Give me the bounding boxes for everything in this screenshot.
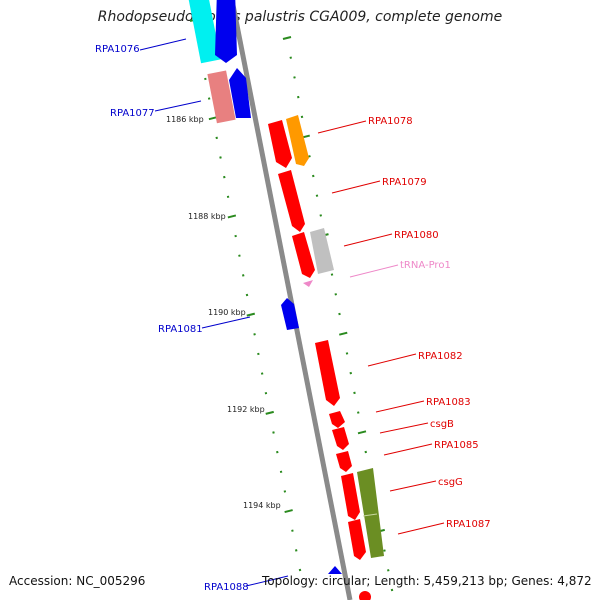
kbp-label: 1194 kbp — [243, 501, 281, 510]
major-tick — [208, 116, 218, 121]
minor-tick — [345, 352, 349, 355]
minor-tick — [383, 549, 386, 552]
minor-tick — [289, 56, 292, 59]
minor-tick — [308, 155, 311, 158]
label-rpa1076[interactable]: RPA1076 — [95, 44, 140, 55]
leader-lines — [139, 38, 445, 587]
major-tick — [246, 312, 256, 317]
label-rpa1079[interactable]: RPA1079 — [382, 177, 427, 188]
genome-backbone — [229, 0, 353, 600]
major-tick — [284, 509, 293, 514]
major-tick — [265, 410, 274, 415]
topology-text: Topology: circular; Length: 5,459,213 bp… — [262, 574, 592, 588]
kbp-label: 1190 kbp — [208, 308, 246, 317]
minor-tick — [272, 431, 275, 434]
gene-csgg-olive[interactable] — [357, 468, 384, 558]
minor-tick — [253, 333, 256, 336]
minor-tick — [315, 194, 319, 197]
kbp-label: 1188 kbp — [188, 212, 226, 221]
label-rpa1082[interactable]: RPA1082 — [418, 351, 463, 362]
gene-bottom-red[interactable] — [359, 591, 371, 600]
gene-rpa1087-red[interactable] — [348, 519, 366, 560]
minor-tick — [234, 234, 237, 238]
gene-rpa1088-blue[interactable] — [328, 566, 342, 574]
minor-tick — [238, 254, 241, 257]
minor-tick — [207, 97, 211, 100]
label-rpa1083[interactable]: RPA1083 — [426, 397, 471, 408]
label-trna-pro1[interactable]: tRNA-Pro1 — [400, 260, 451, 271]
major-tick — [339, 331, 348, 336]
gene-rpa1085-red[interactable] — [336, 451, 352, 472]
kbp-label: 1186 kbp — [166, 115, 204, 124]
minor-tick — [204, 77, 207, 81]
minor-tick — [241, 274, 245, 277]
gene-rpa1078-red[interactable] — [268, 120, 292, 168]
minor-tick — [300, 115, 304, 119]
minor-tick — [357, 411, 360, 414]
major-tick — [227, 214, 237, 219]
label-rpa1078[interactable]: RPA1078 — [368, 116, 413, 127]
minor-tick — [245, 293, 249, 297]
trna-pro1-marker[interactable] — [303, 280, 313, 287]
major-tick — [357, 430, 367, 435]
minor-tick — [353, 391, 356, 395]
minor-tick — [257, 352, 260, 356]
gene-csgg-red[interactable] — [341, 473, 360, 520]
gene-rpa1080-red[interactable] — [292, 232, 315, 278]
gene-rpa1080-gray[interactable] — [310, 228, 334, 274]
minor-tick — [219, 156, 222, 159]
minor-tick — [349, 371, 352, 375]
left-tick-row — [189, 18, 302, 572]
minor-tick — [294, 549, 298, 552]
minor-tick — [319, 214, 322, 217]
gene-rpa1083-red[interactable] — [329, 411, 345, 428]
minor-tick — [387, 569, 390, 572]
label-rpa1081[interactable]: RPA1081 — [158, 324, 203, 335]
gene-rpa1077-pink[interactable] — [207, 70, 236, 124]
gene-csgb-red[interactable] — [332, 427, 349, 450]
gene-rpa1076-blue[interactable] — [215, 0, 237, 63]
minor-tick — [330, 273, 334, 276]
label-csgg[interactable]: csgG — [438, 477, 463, 488]
label-rpa1077[interactable]: RPA1077 — [110, 108, 155, 119]
minor-tick — [226, 195, 230, 199]
minor-tick — [279, 470, 283, 474]
minor-tick — [276, 450, 279, 454]
gene-rpa1076-cyan[interactable] — [187, 0, 221, 64]
minor-tick — [364, 450, 367, 454]
label-rpa1085[interactable]: RPA1085 — [434, 440, 479, 451]
minor-tick — [283, 490, 287, 493]
accession-text: Accession: NC_005296 — [9, 574, 146, 588]
gene-labels: RPA1076 RPA1077 RPA1078 RPA1079 RPA1080 … — [95, 44, 491, 593]
minor-tick — [334, 293, 337, 296]
minor-tick — [297, 95, 300, 99]
minor-tick — [293, 76, 296, 79]
minor-tick — [338, 312, 341, 316]
gene-rpa1078-orange[interactable] — [286, 115, 309, 166]
minor-tick — [390, 588, 394, 592]
gene-rpa1077-blue[interactable] — [229, 68, 251, 118]
label-csgb[interactable]: csgB — [430, 419, 454, 430]
gene-rpa1082-red[interactable] — [315, 340, 340, 406]
label-rpa1088[interactable]: RPA1088 — [204, 582, 249, 593]
minor-tick — [298, 568, 302, 572]
gene-csgg-divider — [362, 513, 378, 517]
gene-rpa1079-red[interactable] — [278, 170, 305, 232]
kbp-label: 1192 kbp — [227, 405, 265, 414]
label-rpa1087[interactable]: RPA1087 — [446, 519, 491, 530]
kbp-labels: 1186 kbp 1188 kbp 1190 kbp 1192 kbp 1194… — [166, 115, 281, 510]
major-tick — [282, 36, 292, 40]
minor-tick — [215, 136, 218, 140]
minor-tick — [312, 174, 315, 178]
label-rpa1080[interactable]: RPA1080 — [394, 230, 439, 241]
minor-tick — [264, 391, 268, 395]
minor-tick — [223, 175, 226, 179]
gene-rpa1081-blue[interactable] — [281, 298, 299, 330]
minor-tick — [291, 529, 294, 532]
minor-tick — [260, 372, 264, 375]
